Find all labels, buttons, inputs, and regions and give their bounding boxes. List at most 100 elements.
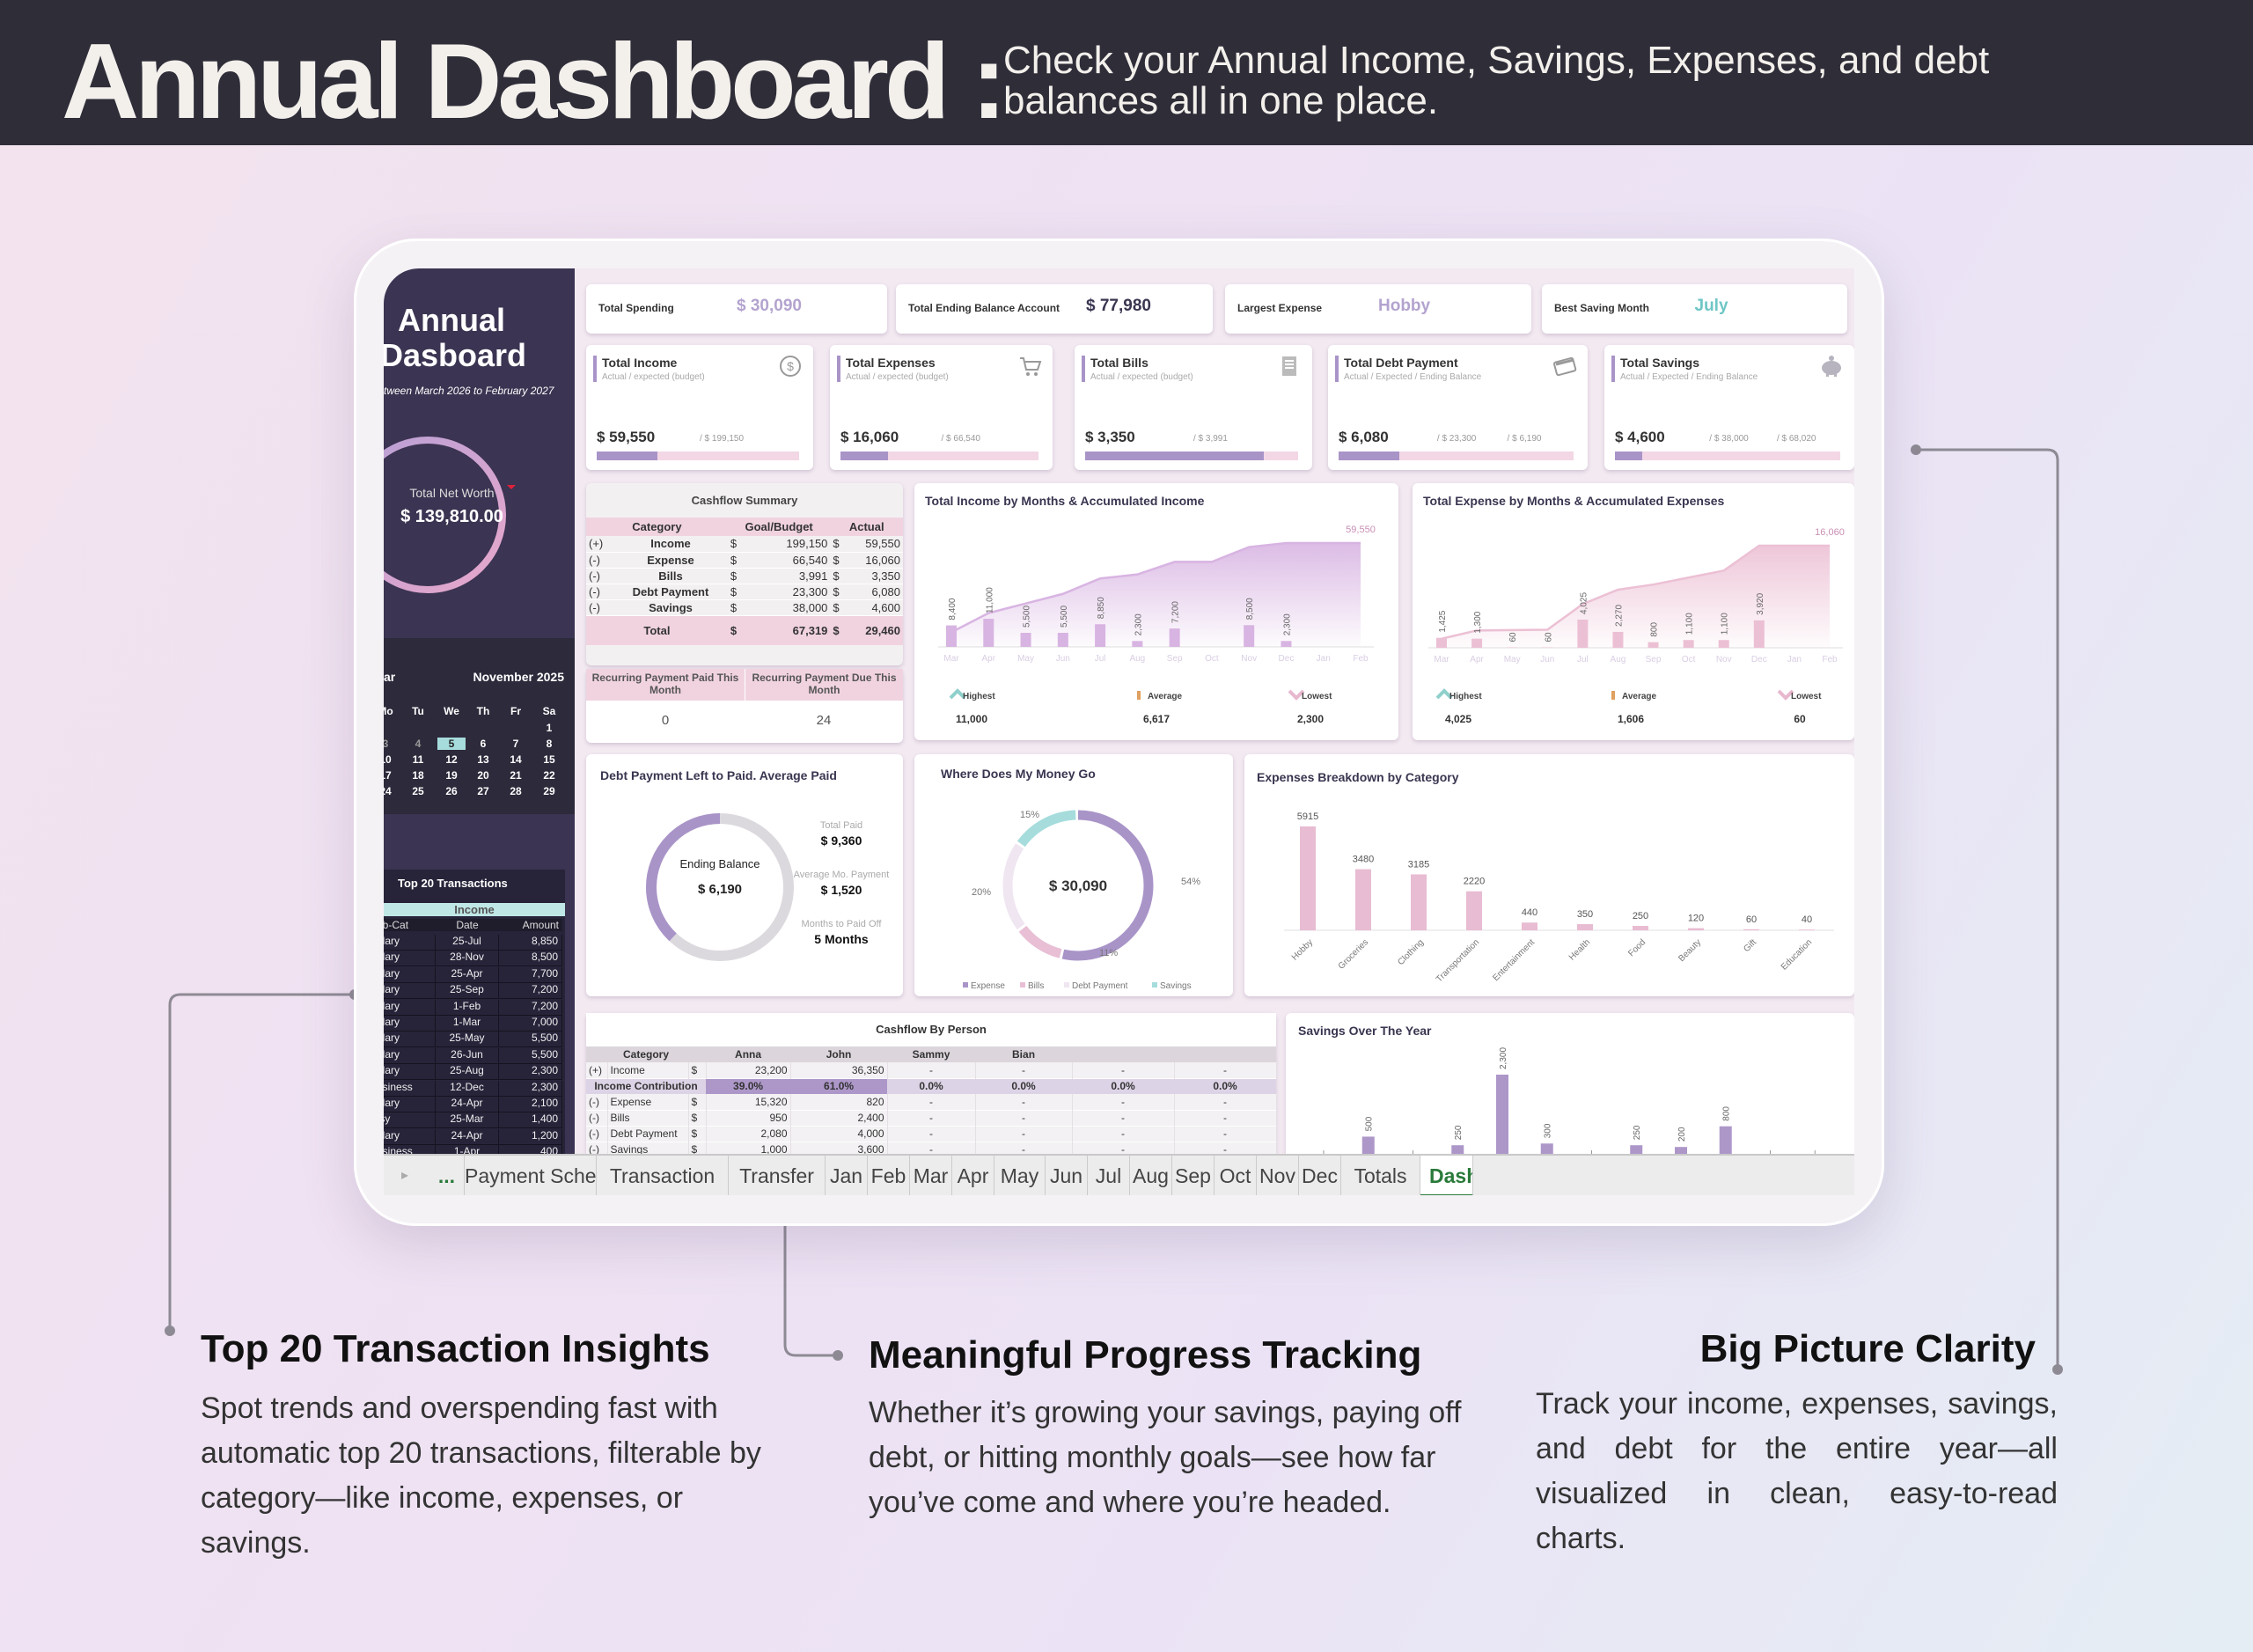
x-tick-label: Clothing bbox=[1396, 937, 1426, 967]
tab-payment-schedule[interactable]: Payment Schedule bbox=[465, 1156, 597, 1195]
cashflow-summary-cell: 23,300 bbox=[792, 584, 828, 598]
kpi-label: Total Spending bbox=[598, 302, 674, 314]
cashflow-summary-cell: $ bbox=[833, 553, 840, 567]
tab-jul[interactable]: Jul bbox=[1088, 1156, 1130, 1195]
recurring-payments-panel: Recurring Payment Paid This Month Recurr… bbox=[586, 669, 903, 743]
calendar-day[interactable]: 10 bbox=[384, 753, 392, 766]
bar-health bbox=[1577, 924, 1593, 930]
cashflow-summary-panel: Cashflow Summary Category Goal/Budget Ac… bbox=[586, 483, 903, 665]
bar-value-label: 3480 bbox=[1353, 855, 1374, 865]
bar-value-label: 8,400 bbox=[948, 598, 958, 620]
calendar-day[interactable]: 20 bbox=[477, 769, 489, 782]
income-contribution-row: Income Contribution 39.0% 61.0% 0.0% 0.0% 0.0… bbox=[586, 1078, 1277, 1094]
stat-label: Highest bbox=[963, 692, 995, 701]
x-tick-label: Beauty bbox=[1677, 937, 1703, 964]
calendar-day[interactable]: 17 bbox=[384, 769, 392, 782]
x-tick-label: Sep bbox=[1167, 654, 1183, 664]
cashflow-person-cell: - bbox=[1174, 1094, 1277, 1110]
cashflow-person-table: Category Anna John Sammy Bian (+) Income $23,2… bbox=[586, 1046, 1277, 1158]
x-tick-label: Health bbox=[1567, 937, 1592, 962]
cashflow-person-cell: - bbox=[887, 1110, 976, 1126]
bar-value-label: 60 bbox=[1508, 632, 1518, 642]
calendar-day[interactable]: 24 bbox=[384, 785, 392, 797]
cashflow-person-col-header: Bian bbox=[1012, 1048, 1036, 1061]
expense-chart: 16,060 1,425 Mar 1,300 Apr 60 May 60 Jun 4,025 Jul… bbox=[1428, 527, 1845, 725]
expense-chart-title: Total Expense by Months & Accumulated Ex… bbox=[1423, 494, 1725, 508]
top20-cell: 8,500 bbox=[499, 951, 562, 967]
calendar-day[interactable]: 1 bbox=[546, 722, 553, 734]
bar-value-label: 8,850 bbox=[1097, 597, 1106, 619]
tab-nov[interactable]: Nov bbox=[1257, 1156, 1299, 1195]
cashflow-person-cell: - bbox=[1072, 1110, 1175, 1126]
bar-value-label: 250 bbox=[1454, 1125, 1464, 1140]
calendar-day-today[interactable]: 5 bbox=[437, 738, 466, 750]
tab-sep[interactable]: Sep bbox=[1172, 1156, 1215, 1195]
bar-food bbox=[1633, 926, 1648, 930]
cashflow-person-row: (-) Savings $1,000 3,600- - - - bbox=[586, 1142, 1277, 1157]
kpi-value: $ 30,090 bbox=[737, 297, 802, 315]
calendar-day[interactable]: 29 bbox=[543, 785, 555, 797]
calendar-day[interactable]: 6 bbox=[480, 738, 487, 750]
x-tick-label: Apr bbox=[981, 654, 995, 664]
recurring-paid-label: Recurring Payment Paid This Month bbox=[586, 669, 745, 701]
calendar-day[interactable]: 7 bbox=[512, 738, 519, 750]
bar-apr bbox=[983, 619, 994, 647]
tab-may[interactable]: May bbox=[994, 1156, 1046, 1195]
income-chart: 59,550 8,400 Mar 11,000 Apr 5,500 May 5,500 Jun 8… bbox=[938, 525, 1376, 725]
cashflow-person-row: (-) Debt Payment $2,080 4,000- - - - bbox=[586, 1126, 1277, 1142]
slice-percent-label: 20% bbox=[972, 887, 991, 898]
calendar-day[interactable]: 28 bbox=[510, 785, 522, 797]
calendar-day[interactable]: 21 bbox=[510, 769, 522, 782]
tab-aug[interactable]: Aug bbox=[1130, 1156, 1172, 1195]
tab-transaction[interactable]: Transaction bbox=[597, 1156, 729, 1195]
calendar-day[interactable]: 13 bbox=[477, 753, 489, 766]
calendar-day[interactable]: 8 bbox=[546, 738, 553, 750]
top20-cell: Salary bbox=[384, 1097, 436, 1112]
money-chart-title: Where Does My Money Go bbox=[941, 767, 1096, 781]
tab-jun[interactable]: Jun bbox=[1046, 1156, 1088, 1195]
calendar-day[interactable]: 19 bbox=[445, 769, 458, 782]
calendar-day[interactable]: 11 bbox=[412, 753, 424, 766]
scroll-left-icon[interactable]: ▸ bbox=[401, 1168, 409, 1183]
tab-dec[interactable]: Dec bbox=[1299, 1156, 1341, 1195]
kpi-accent-bar bbox=[593, 356, 597, 382]
calendar-day[interactable]: 26 bbox=[445, 785, 458, 797]
calendar-day[interactable]: 3 bbox=[384, 738, 389, 750]
tab-feb[interactable]: Feb bbox=[868, 1156, 910, 1195]
tab-more[interactable]: ... bbox=[429, 1156, 465, 1195]
cashflow-person-cell: 950 bbox=[706, 1110, 791, 1126]
x-tick-label: Aug bbox=[1129, 654, 1145, 664]
tab-jan[interactable]: Jan bbox=[826, 1156, 868, 1195]
calendar-day[interactable]: 15 bbox=[543, 753, 555, 766]
header-banner: Annual Dashboard : Check your Annual Inc… bbox=[0, 0, 2253, 145]
calendar-day[interactable]: 27 bbox=[477, 785, 489, 797]
income-contribution-cell: 0.0% bbox=[919, 1080, 943, 1093]
tab-oct[interactable]: Oct bbox=[1215, 1156, 1257, 1195]
calendar-day[interactable]: 22 bbox=[543, 769, 555, 782]
tab-totals[interactable]: Totals bbox=[1341, 1156, 1420, 1195]
cashflow-summary-cell: 6,080 bbox=[871, 584, 900, 598]
calendar-day[interactable]: 25 bbox=[412, 785, 424, 797]
kpi-card-total-debt-payment: Total Debt Payment Actual / Expected / En… bbox=[1328, 345, 1588, 470]
x-tick-label: Dec bbox=[1751, 655, 1767, 664]
cashflow-summary-cell: (-) bbox=[589, 569, 600, 583]
calendar-day[interactable]: 14 bbox=[510, 753, 522, 766]
kpi-card-subtitle: Actual / expected (budget) bbox=[602, 372, 705, 382]
kpi-progress-fill bbox=[1615, 452, 1642, 460]
tab-apr[interactable]: Apr bbox=[952, 1156, 994, 1195]
top20-filter[interactable]: Income bbox=[384, 903, 565, 916]
tab-transfer[interactable]: Transfer bbox=[729, 1156, 826, 1195]
tab-dashboard[interactable]: Dashboard bbox=[1420, 1156, 1473, 1195]
debt-paid-arc bbox=[646, 813, 794, 961]
x-tick-label: Groceries bbox=[1337, 937, 1370, 971]
cashflow-summary-cell: (-) bbox=[589, 584, 600, 598]
legend-swatch bbox=[1064, 982, 1069, 988]
calendar-day[interactable]: 4 bbox=[415, 738, 422, 750]
x-tick-label: Jun bbox=[1056, 654, 1070, 664]
calendar-day[interactable]: 12 bbox=[445, 753, 458, 766]
slice-percent-label: 54% bbox=[1181, 877, 1200, 887]
calendar-day[interactable]: 18 bbox=[412, 769, 424, 782]
income-contribution-cell: 39.0% bbox=[706, 1078, 791, 1094]
tab-mar[interactable]: Mar bbox=[910, 1156, 952, 1195]
breakdown-panel: Expenses Breakdown by Category 5915 Hobby 3… bbox=[1244, 754, 1854, 996]
